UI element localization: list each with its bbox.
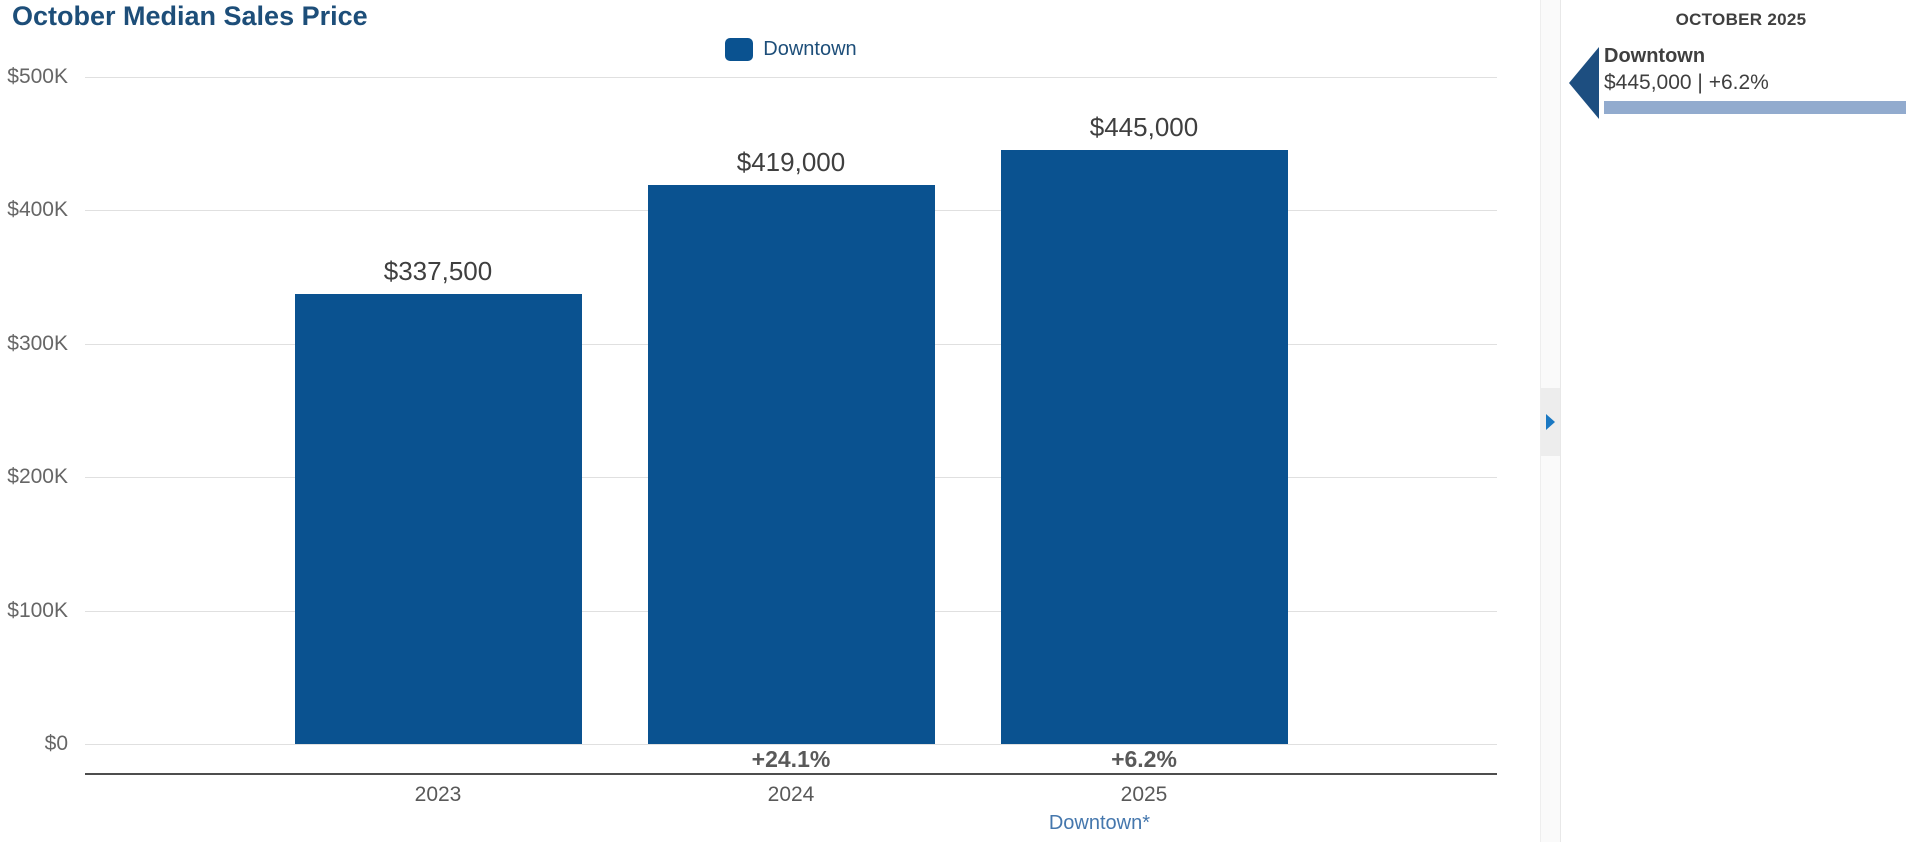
x-tick-label: 2024 [767, 783, 815, 806]
y-tick-label: $500K [7, 65, 68, 88]
legend-label: Downtown [763, 38, 857, 60]
bar-chart-plot: $0 $100K $200K $300K $400K $500K $337,500 2023 $… [7, 65, 1497, 806]
bar-2024[interactable] [647, 185, 935, 744]
panel-entry-name: Downtown [1604, 45, 1706, 67]
bar-percent-label: +6.2% [1111, 746, 1177, 772]
arrow-left-icon [1569, 47, 1599, 119]
x-tick-label: 2023 [414, 783, 462, 806]
bar-percent-label: +24.1% [751, 746, 831, 772]
gridline [85, 744, 1497, 745]
legend-item-downtown[interactable]: Downtown [725, 38, 857, 61]
entry-meter-bar [1604, 101, 1906, 114]
page-title: October Median Sales Price [12, 1, 368, 31]
side-panel-header: OCTOBER 2025 [1675, 10, 1807, 29]
chart-area: October Median Sales Price Downtown $0 $1… [7, 1, 1497, 834]
footnote-link-downtown[interactable]: Downtown* [1048, 812, 1150, 834]
y-tick-label: $400K [7, 198, 68, 222]
bar-value-label: $337,500 [383, 255, 493, 286]
bar-value-label: $445,000 [1089, 112, 1199, 143]
y-tick-label: $300K [7, 331, 68, 355]
chevron-right-icon [1546, 414, 1555, 430]
side-panel: OCTOBER 2025 Downtown $445,000 | +6.2% [1562, 0, 1920, 842]
legend: Downtown [85, 38, 1497, 61]
y-tick-label: $200K [7, 465, 68, 489]
panel-entry-downtown: Downtown $445,000 | +6.2% [1569, 44, 1906, 119]
expand-panel-button[interactable] [1541, 388, 1560, 456]
bar-2025[interactable] [1000, 150, 1288, 744]
y-tick-label: $100K [7, 598, 68, 622]
panel-entry-detail: $445,000 | +6.2% [1604, 71, 1769, 94]
x-tick-label: 2025 [1120, 783, 1168, 806]
y-tick-label: $0 [44, 732, 68, 755]
bar-2023[interactable] [294, 293, 582, 744]
panel-toggle-strip [1540, 0, 1561, 842]
bar-value-label: $419,000 [736, 147, 846, 178]
panel-entry-body: Downtown $445,000 | +6.2% [1604, 44, 1906, 114]
legend-swatch-icon [725, 38, 754, 61]
x-axis-line [85, 773, 1497, 775]
gridline [85, 77, 1497, 78]
